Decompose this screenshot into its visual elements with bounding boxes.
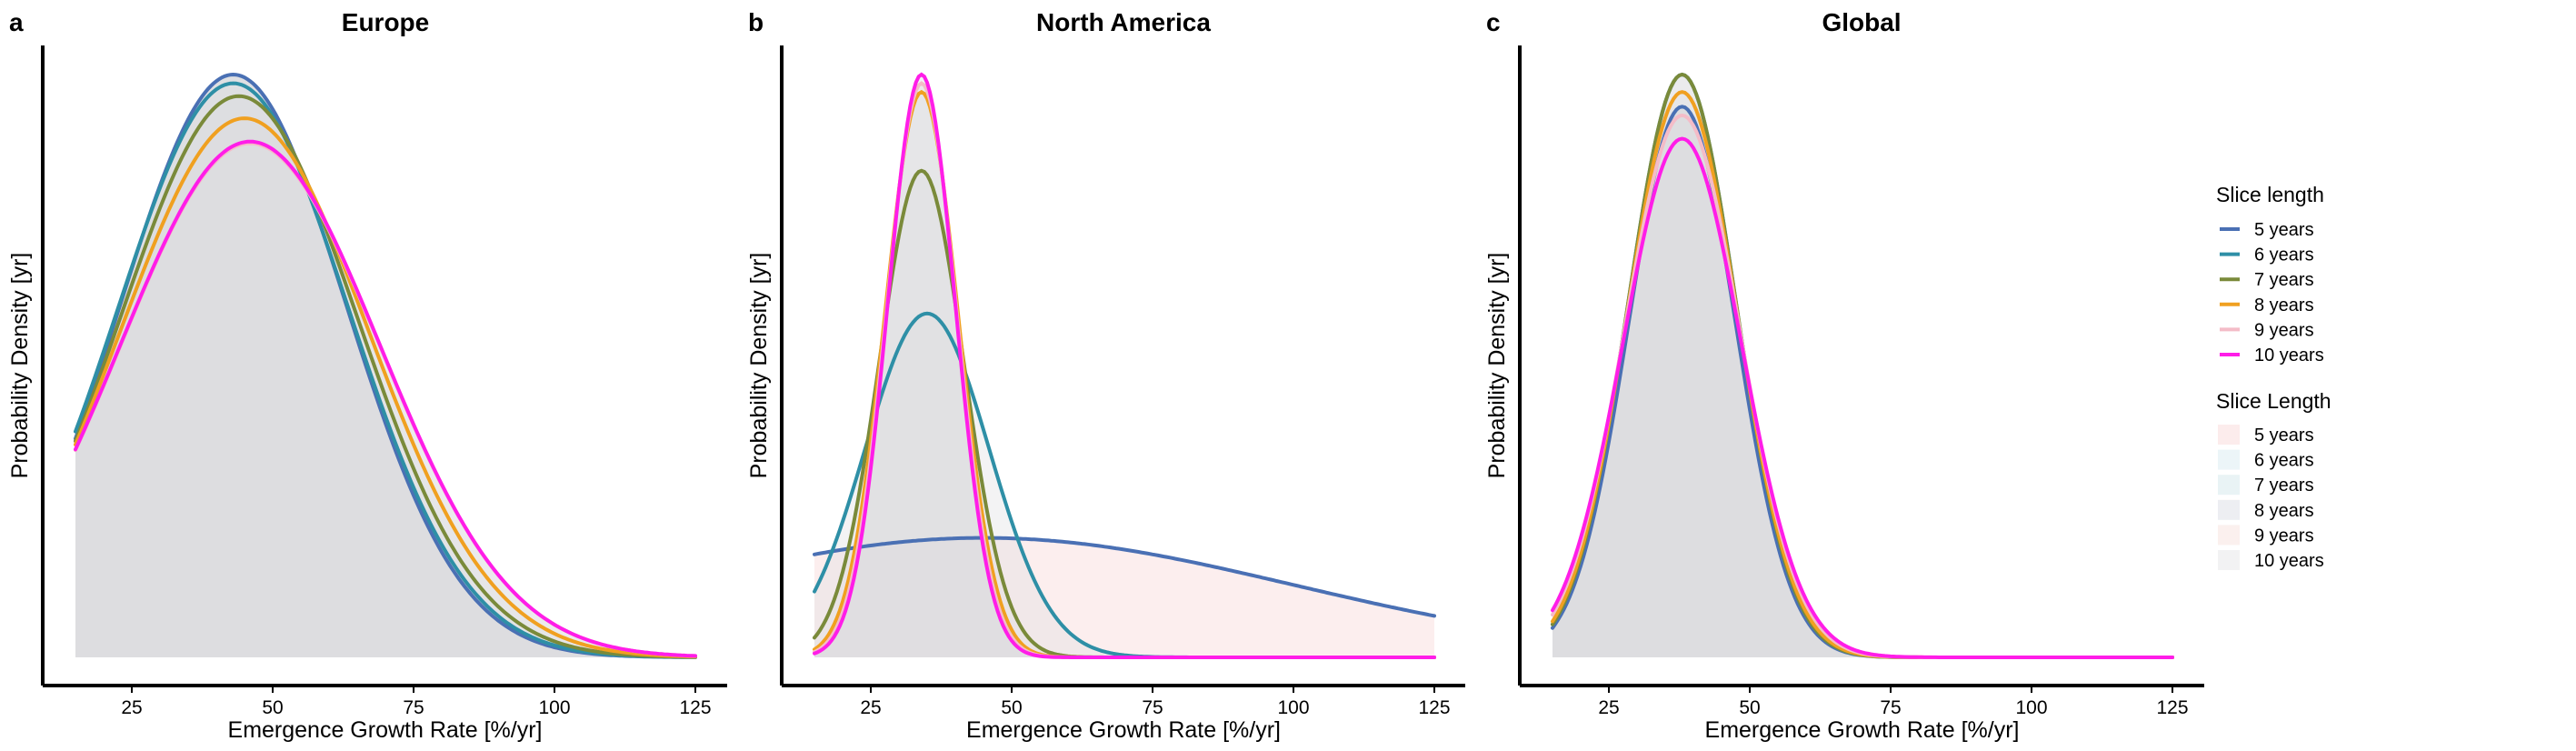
panel-title: Europe [342,8,429,36]
density-fill-7-years [1553,75,2172,657]
legend-fill-label: 7 years [2254,476,2314,496]
legend-fill-label: 10 years [2254,551,2324,571]
legend-fill-label: 6 years [2254,451,2314,471]
panel-global: c Global 25 50 75 100 125 Emergence Growth Rate… [1484,8,2204,743]
density-line-5-years [813,536,1436,618]
density-fill-9-years [1553,115,2172,657]
legend-line-label: 8 years [2254,295,2314,315]
x-axis-label: Emergence Growth Rate [%/yr] [228,717,543,743]
y-axis-label: Probability Density [yr] [7,253,33,479]
density-line-10-years [1551,136,2174,659]
legend-title-fills: Slice Length [2216,389,2331,413]
x-tick-label: 50 [262,697,283,718]
legend-line-label: 6 years [2254,245,2314,265]
density-fill-8-years [1553,92,2172,657]
panel-north-america: b North America 25 50 75 100 125 Emergence Grow… [746,8,1465,743]
x-tick-label: 125 [1418,697,1450,718]
x-tick-label: 125 [679,697,711,718]
x-axis-label: Emergence Growth Rate [%/yr] [1705,717,2020,743]
x-tick-label: 50 [1739,697,1760,718]
density-fill-6-years [1553,75,2172,657]
panel-label: a [9,8,24,36]
density-fill-5-years [814,537,1434,657]
legend-line-label: 7 years [2254,270,2314,290]
legend-fill-key [2218,425,2240,445]
legend-line-label: 9 years [2254,320,2314,340]
density-fill-8-years [814,92,1434,657]
legend-fill-label: 5 years [2254,426,2314,446]
x-tick-label: 75 [403,697,424,718]
x-tick-label: 100 [2015,697,2047,718]
x-tick-label: 125 [2156,697,2188,718]
x-tick-label: 75 [1880,697,1901,718]
legend-fill-key [2218,449,2240,470]
density-fill-5-years [1553,106,2172,658]
density-line-10-years [813,72,1436,659]
density-fill-5-years [75,75,695,657]
legend-fill-label: 8 years [2254,501,2314,521]
legend-fill-key [2218,525,2240,546]
x-axis-label: Emergence Growth Rate [%/yr] [966,717,1281,743]
density-fill-9-years [814,83,1434,658]
x-tick-label: 25 [1598,697,1619,718]
panel-europe: a Europe 25 50 75 100 125 Emergence Growth Rate… [7,8,727,743]
density-fill-7-years [814,170,1434,658]
panel-label: b [748,8,764,36]
x-tick-label: 25 [121,697,142,718]
density-fill-10-years [814,75,1434,657]
panels: a Europe 25 50 75 100 125 Emergence Growth Rate… [7,8,2204,743]
panel-title: Global [1822,8,1901,36]
y-axis-label: Probability Density [yr] [1484,253,1510,479]
x-tick-label: 75 [1142,697,1163,718]
x-tick-label: 50 [1001,697,1022,718]
x-tick-label: 100 [1277,697,1309,718]
legend-title-lines: Slice length [2216,183,2324,206]
density-fill-10-years [1553,138,2172,657]
density-fill-8-years [75,118,695,658]
density-fill-7-years [75,95,695,657]
legend-fill-key [2218,499,2240,520]
x-tick-label: 100 [538,697,570,718]
legend: Slice length 5 years 6 years 7 years 8 years… [2216,183,2331,571]
panel-label: c [1486,8,1501,36]
density-line-10-years [74,139,697,658]
density-fill-6-years [75,83,695,658]
y-axis-label: Probability Density [yr] [746,253,772,479]
legend-line-label: 10 years [2254,345,2324,365]
legend-line-label: 5 years [2254,220,2314,240]
density-line-6-years [74,81,697,659]
panel-title: North America [1036,8,1211,36]
legend-fill-key [2218,475,2240,496]
legend-fill-key [2218,550,2240,570]
x-tick-label: 25 [860,697,881,718]
density-line-7-years [74,94,697,659]
legend-fill-label: 9 years [2254,526,2314,546]
density-line-8-years [74,116,697,659]
